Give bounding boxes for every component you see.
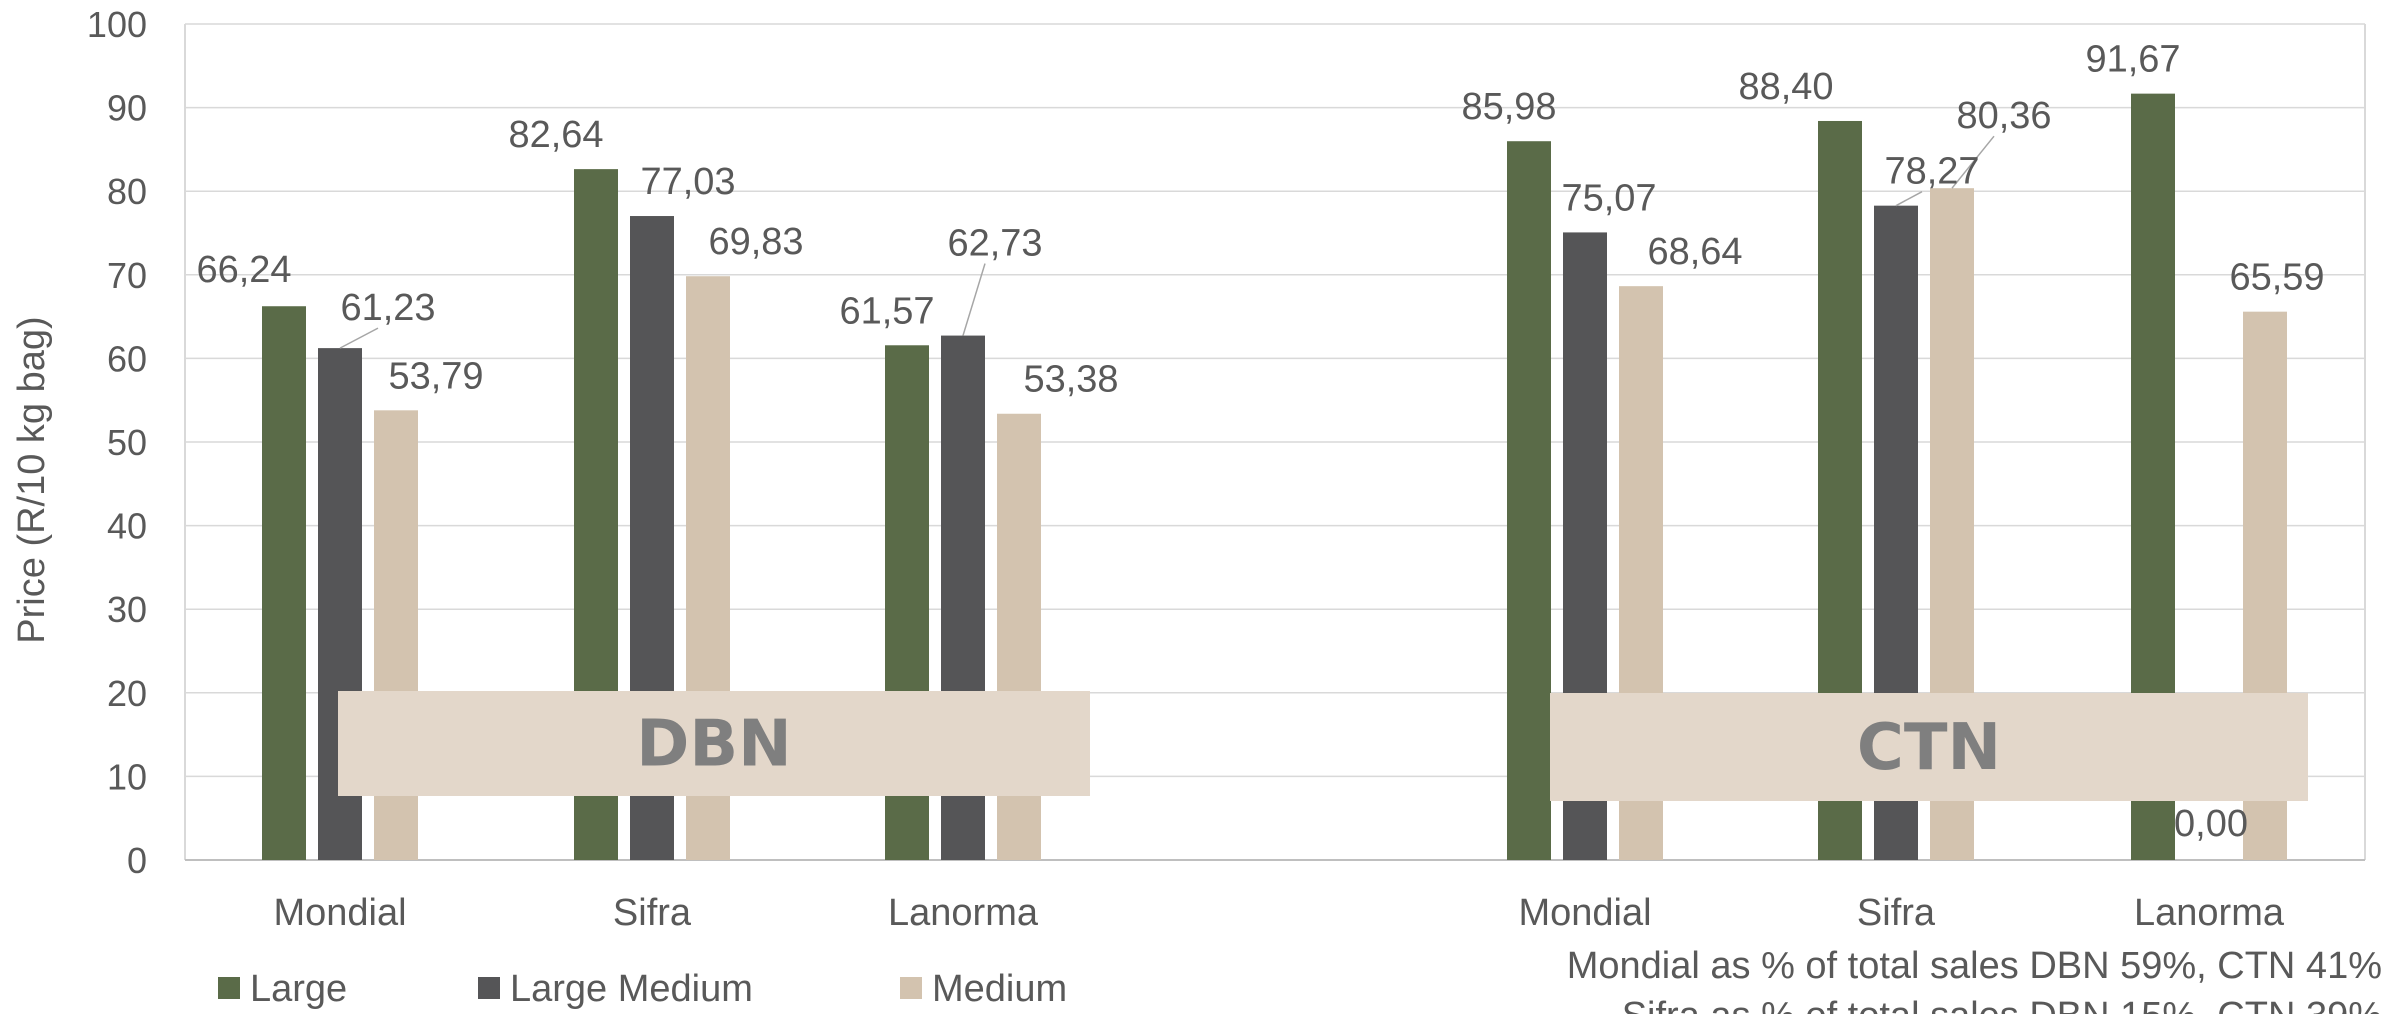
data-label: 85,98 [1461, 86, 1556, 128]
data-label: 61,23 [340, 287, 435, 329]
y-tick-label: 50 [107, 422, 147, 463]
category-label: Lanorma [888, 892, 1039, 934]
y-tick-label: 0 [127, 840, 147, 881]
leader-lines [339, 135, 1995, 349]
y-tick-label: 70 [107, 255, 147, 296]
annotation: Sifra as % of total sales DBN 15%, CTN 3… [1622, 995, 2382, 1014]
data-label: 77,03 [640, 161, 735, 203]
group-labels: DBN CTN [338, 691, 2308, 801]
data-label: 61,57 [839, 290, 934, 332]
category-label: Mondial [1518, 892, 1651, 934]
group-label: CTN [1857, 711, 2001, 785]
legend-label: Large [250, 968, 347, 1010]
category-label: Sifra [1857, 892, 1936, 934]
legend-swatch [478, 977, 500, 999]
legend-label: Medium [932, 968, 1067, 1010]
y-tick-label: 80 [107, 171, 147, 212]
y-tick-label: 60 [107, 338, 147, 379]
legend-swatch [900, 977, 922, 999]
leader-line [1895, 191, 1923, 207]
data-label: 68,64 [1647, 231, 1742, 273]
leader-line [1951, 135, 1995, 189]
y-tick-label: 10 [107, 756, 147, 797]
data-label: 91,67 [2085, 39, 2180, 81]
bar [262, 306, 306, 860]
data-label: 88,40 [1738, 66, 1833, 108]
y-tick-label: 20 [107, 673, 147, 714]
data-labels: 66,24 61,23 53,79 82,64 77,03 69,83 61,57 62,73… [196, 39, 2324, 845]
category-label: Lanorma [2134, 892, 2285, 934]
category-label: Sifra [613, 892, 692, 934]
leader-line [962, 263, 986, 336]
y-axis-ticks: 0 10 20 30 40 50 60 70 80 90 100 [87, 4, 147, 881]
group-label-box [1550, 693, 2308, 801]
data-label: 66,24 [196, 249, 291, 291]
y-tick-label: 90 [107, 88, 147, 129]
data-label: 82,64 [508, 114, 603, 156]
y-tick-label: 40 [107, 506, 147, 547]
data-label: 0,00 [2174, 803, 2248, 845]
leader-line [339, 327, 379, 349]
data-label: 69,83 [708, 221, 803, 263]
bar [1507, 141, 1551, 860]
data-label: 80,36 [1956, 95, 2051, 137]
data-label: 75,07 [1561, 177, 1656, 219]
y-axis-title: Price (R/10 kg bag) [11, 316, 53, 643]
data-label: 53,79 [388, 355, 483, 397]
y-tick-label: 100 [87, 4, 147, 45]
annotations: Mondial as % of total sales DBN 59%, CTN… [1567, 945, 2382, 1014]
legend: Large Large Medium Medium [218, 968, 1067, 1010]
category-labels: Mondial Sifra Lanorma Mondial Sifra Lanorma [273, 892, 2284, 934]
legend-label: Large Medium [510, 968, 753, 1010]
group-label: DBN [636, 708, 791, 782]
group-label-box [338, 691, 1090, 796]
y-tick-label: 30 [107, 589, 147, 630]
data-label: 53,38 [1023, 359, 1118, 401]
annotation: Mondial as % of total sales DBN 59%, CTN… [1567, 945, 2382, 987]
category-label: Mondial [273, 892, 406, 934]
data-label: 78,27 [1884, 151, 1979, 193]
legend-swatch [218, 977, 240, 999]
data-label: 62,73 [947, 223, 1042, 265]
data-label: 65,59 [2229, 257, 2324, 299]
